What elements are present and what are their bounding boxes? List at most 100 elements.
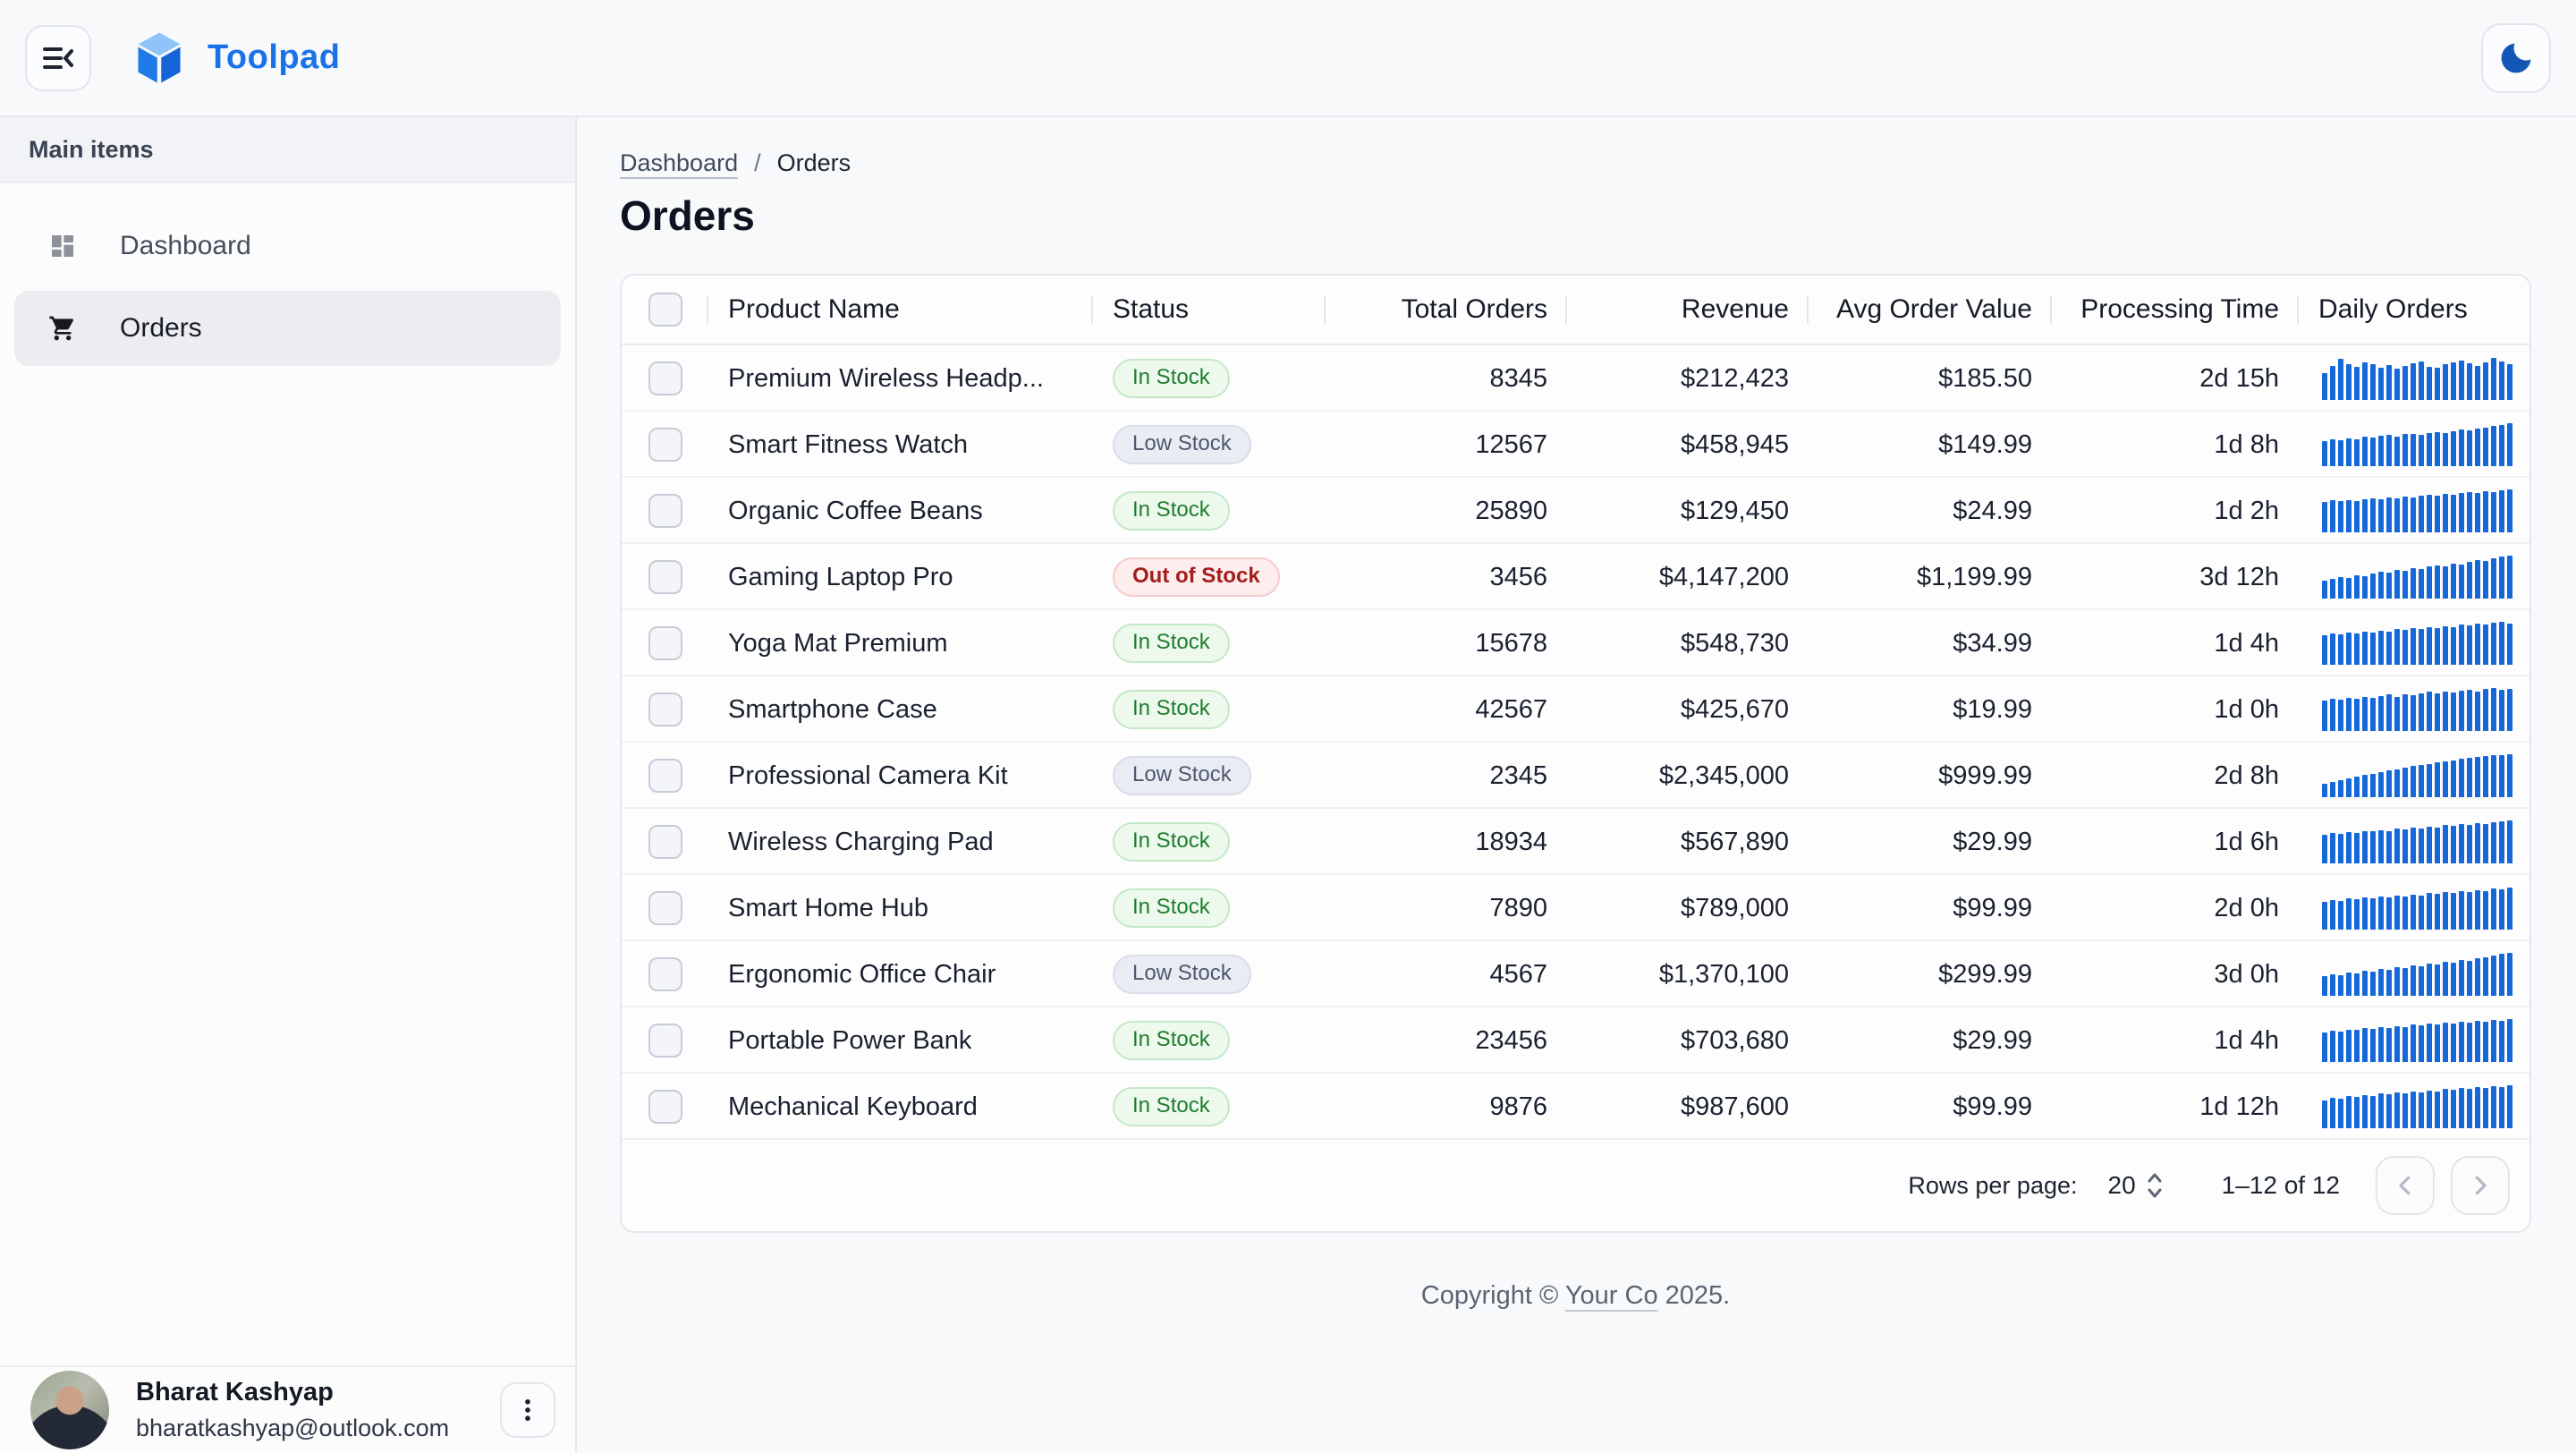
user-name: Bharat Kashyap	[136, 1378, 334, 1406]
table-row[interactable]: Wireless Charging Pad In Stock 18934 $56…	[622, 809, 2529, 875]
row-checkbox[interactable]	[648, 494, 682, 528]
daily-orders-sparkline	[2318, 688, 2512, 731]
previous-page-button[interactable]	[2376, 1156, 2435, 1215]
cell-product-name: Smart Home Hub	[728, 893, 929, 922]
cell-revenue: $129,450	[1681, 496, 1789, 525]
cell-avg-order-value: $1,199.99	[1916, 562, 2032, 591]
select-all-checkbox[interactable]	[648, 293, 682, 327]
row-checkbox[interactable]	[648, 626, 682, 660]
row-checkbox[interactable]	[648, 825, 682, 859]
table-row[interactable]: Smart Fitness Watch Low Stock 12567 $458…	[622, 412, 2529, 478]
row-checkbox[interactable]	[648, 1024, 682, 1058]
row-checkbox[interactable]	[648, 891, 682, 925]
cell-product-name: Yoga Mat Premium	[728, 628, 948, 658]
cell-total-orders: 25890	[1475, 496, 1547, 525]
row-checkbox[interactable]	[648, 957, 682, 991]
sidebar-item-label: Dashboard	[120, 231, 251, 260]
table-row[interactable]: Professional Camera Kit Low Stock 2345 $…	[622, 743, 2529, 809]
rows-per-page-value: 20	[2107, 1171, 2136, 1199]
table-row[interactable]: Ergonomic Office Chair Low Stock 4567 $1…	[622, 941, 2529, 1007]
table-row[interactable]: Smartphone Case In Stock 42567 $425,670 …	[622, 676, 2529, 743]
sidebar-item-label: Orders	[120, 313, 202, 343]
cell-total-orders: 42567	[1475, 694, 1547, 724]
breadcrumb-link-dashboard[interactable]: Dashboard	[620, 149, 739, 176]
cell-processing-time: 1d 8h	[2214, 429, 2279, 459]
rows-per-page-label: Rows per page:	[1908, 1171, 2078, 1199]
cell-processing-time: 1d 4h	[2214, 1025, 2279, 1055]
cell-revenue: $567,890	[1681, 827, 1789, 856]
cell-product-name: Wireless Charging Pad	[728, 827, 994, 856]
select-arrows-icon	[2148, 1173, 2162, 1198]
column-header-revenue[interactable]: Revenue	[1567, 290, 1809, 329]
brand-link[interactable]: Toolpad	[134, 30, 340, 86]
table-row[interactable]: Gaming Laptop Pro Out of Stock 3456 $4,1…	[622, 544, 2529, 610]
cell-revenue: $2,345,000	[1658, 760, 1789, 790]
cell-revenue: $458,945	[1681, 429, 1789, 459]
status-badge: In Stock	[1113, 1086, 1230, 1127]
top-bar: Toolpad	[0, 0, 2576, 117]
status-badge: In Stock	[1113, 358, 1230, 399]
copyright-prefix: Copyright ©	[1420, 1281, 1565, 1310]
column-header-daily-orders[interactable]: Daily Orders	[2318, 294, 2468, 324]
row-checkbox[interactable]	[648, 693, 682, 726]
cell-total-orders: 2345	[1489, 760, 1547, 790]
sidebar-item-orders[interactable]: Orders	[14, 291, 561, 366]
dashboard-icon	[48, 232, 120, 260]
sidebar-item-dashboard[interactable]: Dashboard	[14, 208, 561, 284]
daily-orders-sparkline	[2318, 1019, 2512, 1062]
cell-total-orders: 15678	[1475, 628, 1547, 658]
theme-toggle-button[interactable]	[2481, 22, 2551, 93]
table-row[interactable]: Portable Power Bank In Stock 23456 $703,…	[622, 1007, 2529, 1074]
next-page-button[interactable]	[2451, 1156, 2510, 1215]
column-header-avg-order-value[interactable]: Avg Order Value	[1809, 290, 2052, 329]
cell-revenue: $1,370,100	[1658, 959, 1789, 989]
row-checkbox[interactable]	[648, 759, 682, 793]
cell-processing-time: 2d 0h	[2214, 893, 2279, 922]
cell-processing-time: 1d 4h	[2214, 628, 2279, 658]
table-row[interactable]: Organic Coffee Beans In Stock 25890 $129…	[622, 478, 2529, 544]
cell-revenue: $4,147,200	[1658, 562, 1789, 591]
row-checkbox[interactable]	[648, 428, 682, 462]
sidebar-collapse-button[interactable]	[25, 24, 91, 91]
column-header-product-name[interactable]: Product Name	[708, 290, 1093, 329]
cell-processing-time: 2d 8h	[2214, 760, 2279, 790]
user-menu-button[interactable]	[500, 1382, 555, 1438]
cell-avg-order-value: $299.99	[1938, 959, 2032, 989]
cell-avg-order-value: $99.99	[1953, 1092, 2032, 1121]
chevron-left-icon	[2399, 1176, 2411, 1195]
breadcrumb: Dashboard / Orders	[620, 149, 2531, 177]
table-row[interactable]: Smart Home Hub In Stock 7890 $789,000 $9…	[622, 875, 2529, 941]
table-row[interactable]: Mechanical Keyboard In Stock 9876 $987,6…	[622, 1074, 2529, 1140]
cell-processing-time: 3d 0h	[2214, 959, 2279, 989]
table-row[interactable]: Yoga Mat Premium In Stock 15678 $548,730…	[622, 610, 2529, 676]
cell-avg-order-value: $185.50	[1938, 363, 2032, 393]
copyright: Copyright © Your Co 2025.	[620, 1281, 2531, 1311]
cell-avg-order-value: $149.99	[1938, 429, 2032, 459]
cell-processing-time: 1d 12h	[2199, 1092, 2279, 1121]
table-row[interactable]: Premium Wireless Headp... In Stock 8345 …	[622, 345, 2529, 412]
rows-per-page-select[interactable]: 20	[2108, 1170, 2165, 1201]
breadcrumb-separator: /	[754, 149, 761, 176]
status-badge: In Stock	[1113, 821, 1230, 862]
cell-total-orders: 12567	[1475, 429, 1547, 459]
daily-orders-sparkline	[2318, 357, 2512, 400]
column-header-total-orders[interactable]: Total Orders	[1326, 290, 1567, 329]
row-checkbox[interactable]	[648, 560, 682, 594]
company-link[interactable]: Your Co	[1564, 1281, 1658, 1310]
row-checkbox[interactable]	[648, 1090, 682, 1124]
status-badge: In Stock	[1113, 888, 1230, 929]
row-checkbox[interactable]	[648, 361, 682, 395]
column-header-status[interactable]: Status	[1093, 290, 1326, 329]
cell-avg-order-value: $29.99	[1953, 827, 2032, 856]
sidebar: Main items Dashboard Orders Bharat Kashy…	[0, 117, 577, 1453]
main-content: Dashboard / Orders Orders Product Name S…	[579, 117, 2576, 1453]
daily-orders-sparkline	[2318, 489, 2512, 532]
daily-orders-sparkline	[2318, 887, 2512, 930]
status-badge: Low Stock	[1113, 954, 1251, 995]
cell-avg-order-value: $24.99	[1953, 496, 2032, 525]
status-badge: In Stock	[1113, 490, 1230, 531]
cell-processing-time: 1d 6h	[2214, 827, 2279, 856]
orders-table: Product Name Status Total Orders Revenue…	[620, 274, 2531, 1233]
cell-product-name: Portable Power Bank	[728, 1025, 972, 1055]
column-header-processing-time[interactable]: Processing Time	[2052, 290, 2299, 329]
